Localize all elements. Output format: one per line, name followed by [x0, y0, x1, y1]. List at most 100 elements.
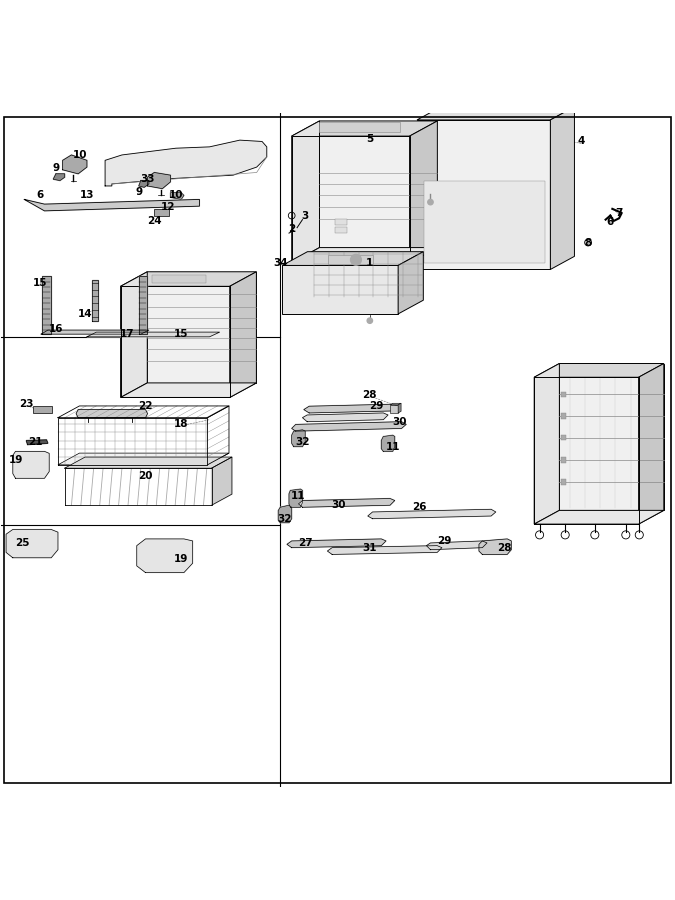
Polygon shape — [230, 272, 256, 398]
Text: 13: 13 — [80, 191, 94, 201]
Text: 15: 15 — [32, 278, 47, 288]
Text: 33: 33 — [140, 175, 155, 184]
Polygon shape — [87, 332, 219, 337]
Polygon shape — [289, 489, 302, 508]
FancyBboxPatch shape — [335, 228, 347, 233]
Polygon shape — [41, 330, 149, 334]
Polygon shape — [390, 405, 398, 413]
Text: 18: 18 — [174, 419, 188, 429]
Text: 30: 30 — [392, 417, 407, 427]
Polygon shape — [327, 545, 442, 554]
Text: 4: 4 — [578, 137, 585, 147]
Circle shape — [367, 318, 373, 323]
Polygon shape — [302, 413, 388, 422]
FancyBboxPatch shape — [561, 480, 566, 485]
Text: 7: 7 — [616, 208, 623, 218]
Text: 24: 24 — [147, 216, 161, 226]
Text: 2: 2 — [288, 224, 296, 234]
FancyBboxPatch shape — [561, 392, 566, 397]
FancyBboxPatch shape — [33, 406, 52, 413]
Text: 9: 9 — [135, 187, 142, 197]
Text: 22: 22 — [138, 401, 153, 411]
Text: 11: 11 — [291, 491, 306, 500]
Polygon shape — [534, 364, 560, 524]
Text: 12: 12 — [161, 202, 175, 212]
FancyBboxPatch shape — [152, 275, 206, 284]
Polygon shape — [417, 107, 574, 120]
Text: 16: 16 — [49, 324, 63, 334]
Polygon shape — [410, 121, 437, 263]
Polygon shape — [292, 121, 437, 136]
Polygon shape — [147, 272, 256, 382]
Text: 10: 10 — [169, 191, 183, 201]
Polygon shape — [534, 364, 664, 377]
Polygon shape — [390, 403, 401, 405]
Text: 11: 11 — [385, 442, 400, 452]
Polygon shape — [6, 529, 58, 558]
Polygon shape — [26, 440, 48, 445]
Text: 8: 8 — [585, 238, 592, 248]
Polygon shape — [424, 181, 545, 263]
Polygon shape — [292, 430, 305, 446]
Polygon shape — [13, 451, 49, 478]
FancyBboxPatch shape — [155, 209, 169, 216]
Text: 17: 17 — [120, 329, 134, 339]
Polygon shape — [319, 121, 437, 248]
Polygon shape — [298, 499, 395, 508]
Polygon shape — [24, 200, 199, 211]
Polygon shape — [53, 174, 65, 181]
Polygon shape — [137, 539, 192, 572]
Polygon shape — [381, 436, 395, 451]
Text: 3: 3 — [302, 211, 308, 220]
Text: 6: 6 — [36, 191, 43, 201]
Polygon shape — [292, 121, 319, 263]
Polygon shape — [398, 403, 401, 413]
Polygon shape — [368, 509, 496, 518]
Text: 19: 19 — [174, 554, 188, 564]
Text: 5: 5 — [367, 134, 373, 144]
Polygon shape — [398, 252, 423, 314]
Polygon shape — [121, 272, 147, 398]
Text: 6: 6 — [607, 217, 614, 228]
Polygon shape — [76, 410, 148, 418]
Text: 31: 31 — [362, 543, 377, 553]
FancyBboxPatch shape — [335, 220, 347, 225]
Polygon shape — [560, 364, 664, 510]
Polygon shape — [211, 457, 232, 505]
Text: 28: 28 — [497, 543, 512, 553]
FancyBboxPatch shape — [561, 457, 566, 463]
Polygon shape — [282, 266, 398, 314]
FancyBboxPatch shape — [561, 413, 566, 418]
Text: 15: 15 — [174, 329, 188, 339]
Text: 10: 10 — [73, 150, 88, 160]
Text: 20: 20 — [138, 471, 153, 481]
Text: 34: 34 — [273, 257, 288, 267]
Polygon shape — [43, 276, 51, 334]
Text: 30: 30 — [331, 500, 346, 510]
Polygon shape — [287, 539, 386, 548]
Text: 29: 29 — [437, 536, 451, 546]
Text: 25: 25 — [15, 538, 30, 548]
Text: 32: 32 — [277, 514, 292, 524]
Polygon shape — [171, 193, 184, 200]
Polygon shape — [292, 422, 406, 431]
FancyBboxPatch shape — [561, 435, 566, 440]
Polygon shape — [148, 173, 171, 189]
Polygon shape — [139, 181, 149, 187]
Text: 26: 26 — [412, 502, 427, 512]
Circle shape — [350, 255, 361, 266]
Text: 1: 1 — [367, 257, 373, 267]
Polygon shape — [304, 404, 398, 413]
Polygon shape — [65, 457, 232, 468]
Polygon shape — [278, 505, 292, 523]
Polygon shape — [550, 107, 574, 269]
Polygon shape — [139, 276, 147, 334]
Text: 29: 29 — [369, 401, 384, 411]
Text: 27: 27 — [298, 538, 313, 548]
Polygon shape — [292, 248, 437, 263]
Polygon shape — [534, 510, 664, 524]
Text: 23: 23 — [19, 400, 34, 410]
Polygon shape — [639, 364, 664, 524]
Polygon shape — [58, 453, 229, 464]
Polygon shape — [105, 140, 267, 186]
